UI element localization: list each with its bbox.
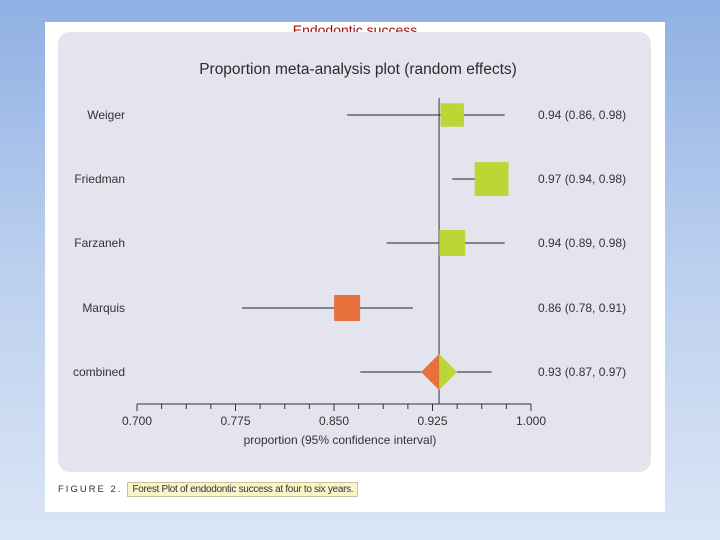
point-estimate-marker [474,162,509,196]
point-estimate-marker [334,295,361,321]
figure-label: FIGURE 2. [58,483,123,495]
combined-diamond-right [439,354,458,390]
x-tick-label: 0.925 [417,414,447,428]
chart-title: Proportion meta-analysis plot (random ef… [199,61,517,78]
estimate-ci-label: 0.97 (0.94, 0.98) [538,172,626,186]
point-estimate-marker [439,230,466,256]
chart-panel [58,32,651,472]
study-label: Friedman [74,172,125,186]
x-tick-label: 0.775 [220,414,250,428]
figure-caption-text: Forest Plot of endodontic success at fou… [127,481,359,497]
study-label: combined [73,365,125,379]
estimate-ci-label: 0.93 (0.87, 0.97) [538,365,626,379]
figure-caption: FIGURE 2. Forest Plot of endodontic succ… [58,481,359,497]
x-tick-label: 0.700 [122,414,152,428]
x-tick-label: 0.850 [319,414,349,428]
study-label: Marquis [82,301,125,315]
combined-diamond-left [421,354,440,390]
estimate-ci-label: 0.86 (0.78, 0.91) [538,301,626,315]
x-tick-label: 1.000 [516,414,546,428]
study-label: Farzaneh [74,236,125,250]
point-estimate-marker [440,103,464,127]
x-axis-label: proportion (95% confidence interval) [244,433,437,447]
study-label: Weiger [87,108,125,122]
estimate-ci-label: 0.94 (0.86, 0.98) [538,108,626,122]
estimate-ci-label: 0.94 (0.89, 0.98) [538,236,626,250]
